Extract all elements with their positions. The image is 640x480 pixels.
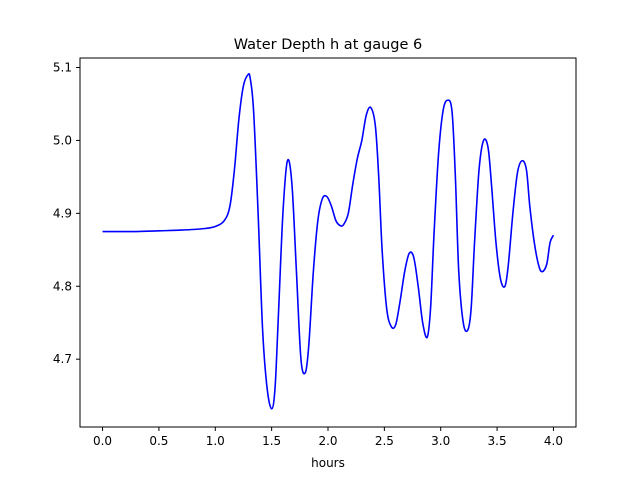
x-tick-label: 4.0 xyxy=(544,434,563,448)
x-axis-label: hours xyxy=(311,456,345,470)
y-axis: 4.7 4.8 4.9 5.0 5.1 xyxy=(53,60,80,366)
x-tick-label: 3.0 xyxy=(431,434,450,448)
y-tick-label: 4.9 xyxy=(53,206,72,220)
x-tick-label: 0.0 xyxy=(93,434,112,448)
y-tick-label: 5.1 xyxy=(53,60,72,74)
series-line-0 xyxy=(102,72,555,410)
x-tick-label: 2.0 xyxy=(318,434,337,448)
chart-title: Water Depth h at gauge 6 xyxy=(234,37,422,53)
plot-area xyxy=(102,72,555,410)
x-tick-label: 1.5 xyxy=(262,434,281,448)
x-tick-label: 0.5 xyxy=(149,434,168,448)
y-tick-label: 4.7 xyxy=(53,352,72,366)
x-axis: 0.0 0.5 1.0 1.5 2.0 2.5 3.0 3.5 4.0 xyxy=(93,427,563,448)
x-tick-label: 3.5 xyxy=(488,434,507,448)
x-tick-label: 1.0 xyxy=(206,434,225,448)
x-tick-label: 2.5 xyxy=(375,434,394,448)
y-tick-label: 4.8 xyxy=(53,279,72,293)
y-tick-label: 5.0 xyxy=(53,133,72,147)
